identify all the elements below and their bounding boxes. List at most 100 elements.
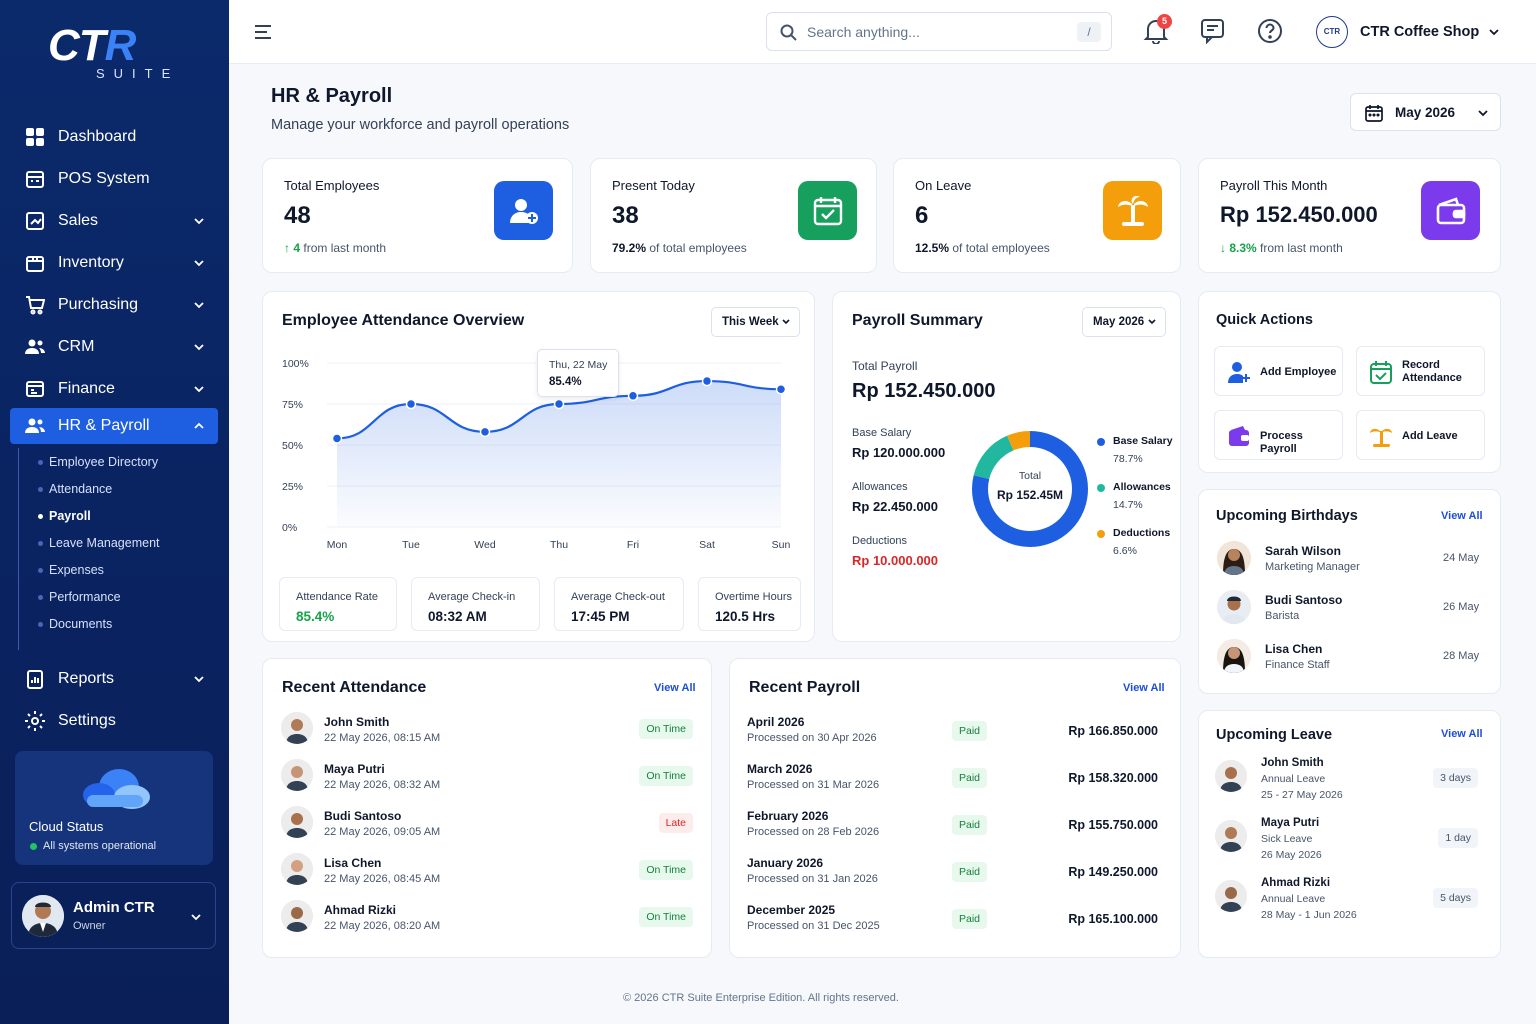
legend-deductions: Deductions 6.6%	[1097, 527, 1170, 557]
submenu-documents[interactable]: Documents	[19, 610, 218, 637]
sidebar-item-inventory[interactable]: Inventory	[10, 242, 218, 284]
pos-icon	[24, 168, 46, 190]
add-leave-button[interactable]: Add Leave	[1356, 410, 1485, 460]
brand-logo[interactable]: CTR	[48, 24, 188, 86]
payroll-period: March 2026	[747, 762, 813, 776]
x-tick-label: Tue	[402, 539, 420, 551]
chevron-down-icon	[194, 218, 204, 225]
upcoming-leave-card: Upcoming Leave View All John Smith Annual…	[1198, 710, 1501, 958]
shop-name[interactable]: CTR Coffee Shop	[1360, 24, 1480, 40]
menu-icon[interactable]	[254, 24, 272, 40]
view-all-link[interactable]: View All	[654, 682, 696, 694]
data-point[interactable]	[701, 375, 713, 387]
chevron-down-icon[interactable]	[1487, 25, 1501, 39]
duration-badge: 5 days	[1433, 888, 1478, 908]
data-point[interactable]	[775, 383, 787, 395]
payroll-processed: Processed on 31 Dec 2025	[747, 920, 880, 932]
data-point[interactable]	[627, 390, 639, 402]
attendance-time: 22 May 2026, 08:32 AM	[324, 779, 441, 791]
page-subtitle: Manage your workforce and payroll operat…	[271, 117, 570, 133]
chevron-down-icon	[191, 914, 201, 921]
stat-label: Present Today	[612, 178, 695, 193]
birthday-date: 26 May	[1443, 601, 1480, 613]
x-tick-label: Wed	[474, 539, 496, 551]
sidebar-item-settings[interactable]: Settings	[10, 700, 218, 742]
submenu-leave-management[interactable]: Leave Management	[19, 529, 218, 556]
search-icon	[780, 24, 797, 41]
x-tick-label: Sat	[699, 539, 715, 551]
sidebar-item-dashboard[interactable]: Dashboard	[10, 116, 218, 158]
data-point[interactable]	[553, 398, 565, 410]
data-point[interactable]	[405, 398, 417, 410]
attendance-overview-card: Employee Attendance Overview This Week 0…	[262, 291, 815, 642]
sidebar-item-pos[interactable]: POS System	[10, 158, 218, 200]
avatar	[1215, 760, 1247, 792]
shop-logo: CTR	[1316, 16, 1348, 48]
calendar-check-icon	[1370, 361, 1392, 384]
leave-dates: 26 May 2026	[1261, 849, 1322, 861]
attendance-chart: 0% 25% 50% 75% 100% Mon Tue Wed Thu Fri Sat Sun	[282, 358, 790, 551]
sidebar-item-sales[interactable]: Sales	[10, 200, 218, 242]
add-employee-button[interactable]: Add Employee	[1214, 346, 1343, 396]
submenu-attendance[interactable]: Attendance	[19, 475, 218, 502]
cloud-icon	[83, 769, 150, 809]
help-icon[interactable]	[1257, 18, 1283, 44]
birthday-date: 24 May	[1443, 552, 1480, 564]
payroll-period: December 2025	[747, 903, 836, 917]
chevron-down-icon	[1148, 319, 1156, 325]
sidebar: CTR SUITE Dashboard POS System Sales Inv…	[0, 0, 229, 1024]
status-badge: Paid	[952, 909, 988, 929]
avatar	[1215, 820, 1247, 852]
stat-card-payroll-month: Payroll This Month Rp 152.450.000 ↓ 8.3%…	[1198, 158, 1501, 273]
x-tick-label: Mon	[327, 539, 348, 551]
birthday-name: Lisa Chen	[1265, 642, 1323, 656]
avatar	[281, 853, 313, 885]
attendance-name: Lisa Chen	[324, 856, 382, 870]
month-picker[interactable]: May 2026	[1350, 93, 1501, 131]
payroll-amount: Rp 155.750.000	[1068, 818, 1158, 832]
user-profile[interactable]: Admin CTR Owner	[11, 882, 216, 949]
submenu-performance[interactable]: Performance	[19, 583, 218, 610]
submenu-employee-directory[interactable]: Employee Directory	[19, 448, 218, 475]
search-input[interactable]: Search anything... /	[766, 12, 1112, 51]
donut-center-value: Rp 152.45M	[996, 488, 1064, 502]
submenu-expenses[interactable]: Expenses	[19, 556, 218, 583]
duration-badge: 1 day	[1438, 828, 1478, 848]
page-title: HR & Payroll	[271, 85, 393, 107]
month-dropdown[interactable]: May 2026	[1082, 307, 1166, 337]
chevron-down-icon	[194, 386, 204, 393]
process-payroll-button[interactable]: Process Payroll	[1214, 410, 1343, 460]
payroll-row-value: Rp 120.000.000	[852, 445, 946, 460]
message-icon[interactable]	[1200, 18, 1226, 44]
status-badge: Late	[658, 813, 693, 833]
range-dropdown[interactable]: This Week	[711, 307, 800, 337]
sidebar-item-finance[interactable]: Finance	[10, 368, 218, 410]
sidebar-item-hr-payroll[interactable]: HR & Payroll	[10, 408, 218, 444]
y-tick-label: 50%	[282, 440, 303, 452]
attendance-time: 22 May 2026, 09:05 AM	[324, 826, 441, 838]
sidebar-item-label: Reports	[58, 670, 115, 687]
status-badge: Paid	[952, 768, 988, 788]
payroll-period: April 2026	[747, 715, 805, 729]
chevron-up-icon	[194, 422, 204, 429]
view-all-link[interactable]: View All	[1441, 728, 1483, 740]
data-point[interactable]	[331, 433, 343, 444]
sidebar-item-label: Settings	[58, 712, 116, 729]
payroll-amount: Rp 158.320.000	[1068, 771, 1158, 785]
sidebar-item-crm[interactable]: CRM	[10, 326, 218, 368]
sidebar-item-label: Inventory	[58, 254, 124, 271]
submenu-payroll[interactable]: Payroll	[19, 502, 218, 529]
view-all-link[interactable]: View All	[1123, 682, 1165, 694]
view-all-link[interactable]: View All	[1441, 510, 1483, 522]
record-attendance-button[interactable]: Record Attendance	[1356, 346, 1485, 396]
sidebar-item-purchasing[interactable]: Purchasing	[10, 284, 218, 326]
data-point[interactable]	[479, 426, 491, 438]
payroll-summary-card: Payroll Summary May 2026 Total Payroll R…	[832, 291, 1181, 642]
section-title: Recent Attendance	[282, 679, 427, 696]
stat-footer: ↑ 4 from last month	[284, 241, 387, 255]
sidebar-item-label: POS System	[58, 170, 150, 187]
sidebar-item-reports[interactable]: Reports	[10, 658, 218, 700]
payroll-amount: Rp 166.850.000	[1068, 724, 1158, 738]
section-title: Payroll Summary	[852, 312, 983, 329]
recent-attendance-card: Recent Attendance View All John Smith 22 …	[262, 658, 712, 958]
